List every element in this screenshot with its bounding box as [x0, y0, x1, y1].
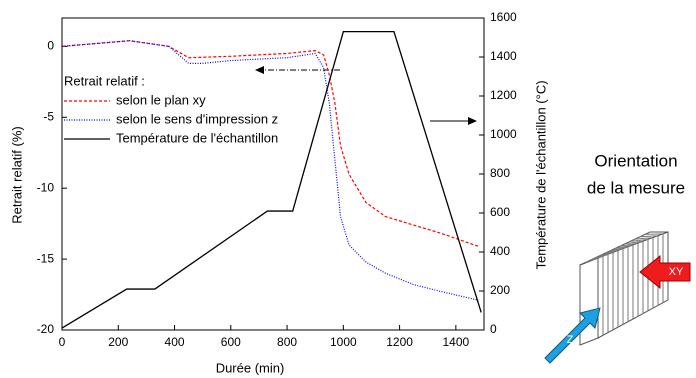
y2-axis-title: Température de l'échantillon (°C)	[533, 80, 548, 269]
block-stripe	[624, 240, 644, 245]
block-stripe	[604, 248, 624, 254]
annotation: Orientation	[594, 151, 677, 170]
series-line	[61, 31, 482, 329]
annotation: de la mesure	[587, 178, 685, 197]
x-tick-label: 200	[108, 335, 128, 349]
x-tick-label: 400	[165, 335, 185, 349]
diagram-label: Z	[567, 334, 574, 346]
block-stripe	[594, 251, 614, 259]
arrowhead	[468, 117, 477, 125]
legend-label: Température de l'échantillon	[116, 130, 278, 145]
x-tick-label: 1400	[443, 335, 470, 349]
y2-tick-label: 400	[490, 244, 510, 258]
y2-tick-label: 1600	[490, 10, 517, 24]
y2-tick-label: 0	[490, 322, 497, 336]
block-stripe	[639, 235, 659, 238]
series-line	[61, 40, 479, 301]
x-tick-label: 800	[277, 335, 297, 349]
y-axis-title: Retrait relatif (%)	[9, 126, 24, 224]
block-stripe	[634, 237, 654, 240]
plot-frame	[61, 17, 485, 331]
x-tick-label: 1200	[386, 335, 413, 349]
arrow-xy	[639, 254, 691, 290]
legend-label: selon le plan xy	[116, 92, 206, 107]
annotation-arrows	[255, 66, 477, 125]
y2-tick-label: 1200	[490, 88, 517, 102]
series-line	[61, 40, 479, 247]
x-tick-label: 600	[221, 335, 241, 349]
diagram-label: XY	[669, 266, 684, 278]
y-tick-label: -5	[43, 109, 54, 123]
y2-tick-label: 1400	[490, 49, 517, 63]
y-tick-label: 0	[47, 39, 54, 53]
legend-title: Retrait relatif :	[64, 73, 145, 88]
y2-tick-label: 800	[490, 166, 510, 180]
block-stripe	[614, 244, 634, 249]
y-tick-label: -15	[37, 251, 55, 265]
x-axis-title: Durée (min)	[216, 360, 285, 375]
block-stripe	[629, 238, 649, 242]
block-stripe	[599, 250, 619, 257]
y2-tick-label: 200	[490, 283, 510, 297]
arrow-z	[544, 307, 601, 364]
y2-tick-label: 600	[490, 205, 510, 219]
arrowhead	[255, 66, 264, 74]
x-tick-label: 0	[59, 335, 66, 349]
y2-tick-label: 1000	[490, 127, 517, 141]
block-stripe	[609, 246, 629, 252]
x-tick-label: 1000	[330, 335, 357, 349]
y-tick-label: -10	[37, 180, 55, 194]
block-stripe	[619, 242, 639, 247]
sample-diagram	[544, 231, 691, 364]
block-stripe	[644, 233, 664, 235]
block-front	[579, 257, 599, 346]
y-tick-label: -20	[37, 322, 55, 336]
legend-label: selon le sens d'impression z	[116, 111, 278, 126]
